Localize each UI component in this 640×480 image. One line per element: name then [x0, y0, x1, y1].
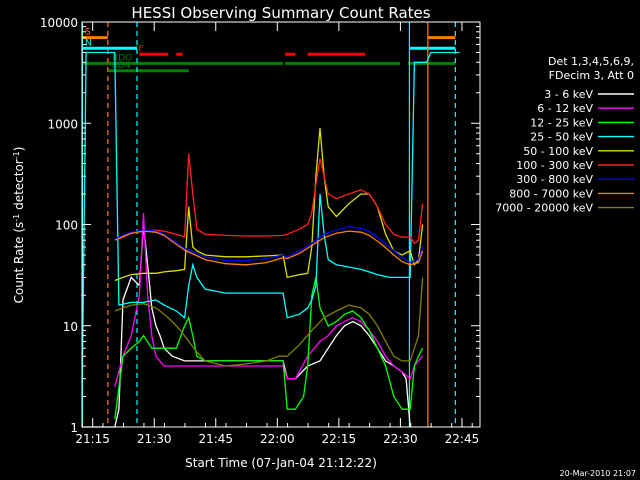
status-bar-label-s: S — [85, 28, 91, 38]
x-tick-label-3: 22:00 — [260, 432, 295, 446]
x-axis: 21:15 21:30 21:45 22:00 22:15 22:30 22:45 — [75, 22, 479, 446]
y-label-main: Count Rate (s — [12, 222, 26, 304]
series-line-4 — [114, 127, 424, 282]
x-tick-label-1: 21:30 — [137, 432, 172, 446]
legend-label-5: 100 - 300 keV — [516, 159, 593, 172]
legend-label-1: 6 - 12 keV — [537, 102, 593, 115]
y-axis-label: Count Rate (s-1 detector-1) — [12, 147, 27, 304]
series-line-6 — [114, 226, 424, 264]
status-bar-label-rdo: RDO — [112, 53, 132, 63]
x-tick-label-2: 21:45 — [198, 432, 233, 446]
series-line-3 — [81, 51, 460, 410]
status-bar-label-n: N — [85, 38, 92, 48]
series-line-0 — [82, 224, 411, 428]
series-line-5 — [114, 153, 424, 245]
x-tick-label-4: 22:15 — [322, 432, 357, 446]
y-tick-label-4: 10000 — [40, 16, 78, 30]
y-tick-label-0: 1 — [70, 421, 78, 435]
y-tick-label-1: 10 — [63, 320, 78, 334]
legend-label-4: 50 - 100 keV — [523, 145, 593, 158]
legend-label-7: 800 - 7000 keV — [509, 187, 593, 200]
legend-header-1: Det 1,3,4,5,6,9, — [548, 55, 634, 68]
status-bar-label-f: F — [138, 44, 143, 54]
legend-label-8: 7000 - 20000 keV — [495, 202, 593, 215]
legend-label-3: 25 - 50 keV — [530, 131, 593, 144]
legend-label-6: 300 - 800 keV — [516, 173, 593, 186]
status-bar-label-rd4: RD4 — [112, 61, 131, 71]
chart-title: HESSI Observing Summary Count Rates — [131, 4, 430, 22]
series-line-7 — [114, 230, 424, 266]
y-label-sup1: -1 — [12, 214, 21, 222]
y-tick-label-2: 100 — [55, 219, 78, 233]
y-label-sup2: -1 — [12, 151, 21, 159]
series-lines — [81, 51, 460, 428]
legend-label-2: 12 - 25 keV — [530, 116, 593, 129]
series-line-2 — [114, 277, 424, 420]
x-tick-label-0: 21:15 — [75, 432, 110, 446]
x-axis-label: Start Time (07-Jan-04 21:12:22) — [185, 456, 377, 470]
series-line-8 — [114, 277, 424, 367]
x-tick-label-6: 22:45 — [445, 432, 480, 446]
legend-header-2: FDecim 3, Att 0 — [549, 69, 634, 82]
y-label-mid: detector — [12, 159, 26, 214]
legend-label-0: 3 - 6 keV — [544, 88, 593, 101]
y-label-end: ) — [12, 147, 26, 152]
y-axis: 1 10 100 1000 10000 — [40, 16, 480, 435]
series-line-1 — [114, 212, 424, 387]
y-tick-label-3: 1000 — [47, 117, 78, 131]
x-tick-label-5: 22:30 — [383, 432, 418, 446]
timestamp: 20-Mar-2010 21:07 — [560, 469, 637, 478]
